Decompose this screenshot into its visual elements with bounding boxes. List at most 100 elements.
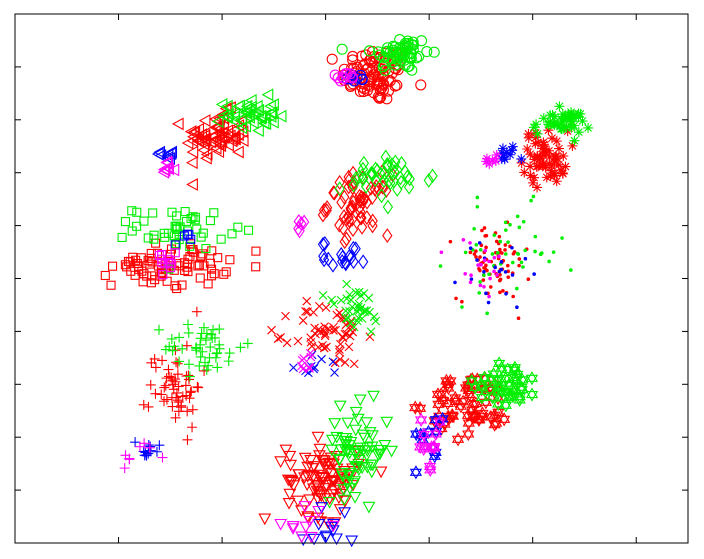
triangle-down-marker [317, 458, 331, 471]
circle-marker [402, 35, 414, 47]
asterisk-marker [569, 135, 580, 146]
circle-marker [371, 78, 383, 90]
dot-marker [492, 269, 496, 274]
hexagram-marker [414, 443, 427, 455]
square-marker [127, 206, 137, 216]
diamond-marker [338, 209, 350, 225]
hexagram-marker [427, 443, 441, 454]
square-marker [186, 213, 196, 224]
hexagram-marker [449, 390, 462, 402]
plus-marker [170, 412, 181, 423]
square-marker [172, 211, 182, 221]
plus-marker [198, 322, 209, 333]
dot-marker [517, 263, 521, 268]
triangle-down-marker [362, 501, 376, 514]
plus-marker [167, 401, 178, 412]
square-marker [171, 221, 181, 231]
triangle-left-marker [209, 141, 222, 155]
circle-marker [346, 71, 358, 83]
hexagram-marker [492, 405, 505, 416]
triangle-left-marker [200, 148, 213, 161]
plus-marker [214, 324, 225, 335]
dot-marker [484, 245, 488, 250]
diamond-marker [403, 179, 415, 195]
dot-marker [498, 290, 502, 295]
square-marker [100, 270, 110, 281]
hexagram-marker [446, 411, 459, 423]
triangle-down-marker [299, 521, 313, 534]
square-marker [157, 254, 167, 264]
cross-marker [351, 288, 361, 297]
plus-marker [173, 406, 184, 417]
triangle-down-marker [374, 466, 388, 479]
asterisk-marker [497, 143, 508, 154]
triangle-down-marker [284, 459, 298, 472]
diamond-marker [343, 179, 354, 195]
triangle-down-marker [349, 445, 363, 457]
dot-marker [510, 273, 515, 277]
cross-marker [342, 279, 352, 289]
asterisk-marker [537, 159, 548, 170]
cross-marker [289, 363, 298, 373]
square-marker [139, 269, 149, 279]
dot-marker [506, 275, 511, 279]
hexagram-marker [436, 411, 449, 423]
plus-marker [174, 332, 185, 343]
triangle-down-marker [312, 450, 326, 462]
dot-marker [487, 259, 491, 264]
hexagram-marker [472, 412, 486, 424]
dot-marker [521, 219, 526, 224]
asterisk-marker [558, 151, 569, 162]
dot-marker [469, 273, 473, 278]
triangle-down-marker [344, 453, 358, 466]
dot-marker [500, 251, 504, 255]
cross-marker [340, 358, 350, 367]
cross-marker [305, 348, 315, 358]
triangle-down-marker [298, 501, 312, 513]
hexagram-marker [449, 394, 462, 406]
asterisk-marker [565, 120, 576, 131]
hexagram-marker [409, 465, 423, 476]
asterisk-marker [523, 132, 534, 143]
triangle-down-marker [258, 513, 272, 526]
triangle-down-marker [349, 424, 363, 437]
dot-marker [523, 256, 528, 261]
hexagram-marker [442, 384, 455, 396]
diamond-marker [318, 248, 329, 264]
plus-marker [197, 346, 208, 357]
dot-marker [497, 234, 502, 239]
diamond-marker [357, 171, 369, 187]
triangle-left-marker [153, 145, 166, 159]
triangle-left-marker [215, 98, 228, 111]
square-marker [195, 273, 205, 283]
plus-marker [160, 380, 171, 391]
cross-marker [282, 338, 292, 348]
triangle-down-marker [311, 493, 325, 505]
triangle-down-marker [316, 454, 330, 467]
cross-marker [328, 357, 338, 367]
hexagram-marker [496, 384, 509, 396]
plus-marker [161, 394, 172, 405]
asterisk-marker [544, 151, 555, 162]
hexagram-marker [417, 445, 430, 457]
plus-marker [176, 402, 187, 413]
triangle-down-marker [321, 517, 335, 530]
dot-marker [547, 259, 551, 264]
triangle-left-marker [267, 115, 279, 129]
hexagram-marker [409, 400, 422, 412]
diamond-marker [350, 241, 361, 257]
square-marker [186, 234, 196, 244]
hexagram-marker [462, 419, 475, 431]
square-marker [145, 259, 155, 269]
cross-marker [320, 322, 330, 332]
triangle-left-marker [236, 125, 249, 139]
cross-marker [335, 355, 345, 364]
dot-marker [529, 198, 533, 203]
diamond-marker [376, 188, 387, 204]
triangle-left-marker [235, 121, 248, 135]
cross-marker [329, 299, 339, 309]
asterisk-marker [538, 137, 549, 148]
asterisk-marker [549, 156, 560, 167]
plus-marker [183, 327, 194, 338]
square-marker [106, 280, 116, 290]
